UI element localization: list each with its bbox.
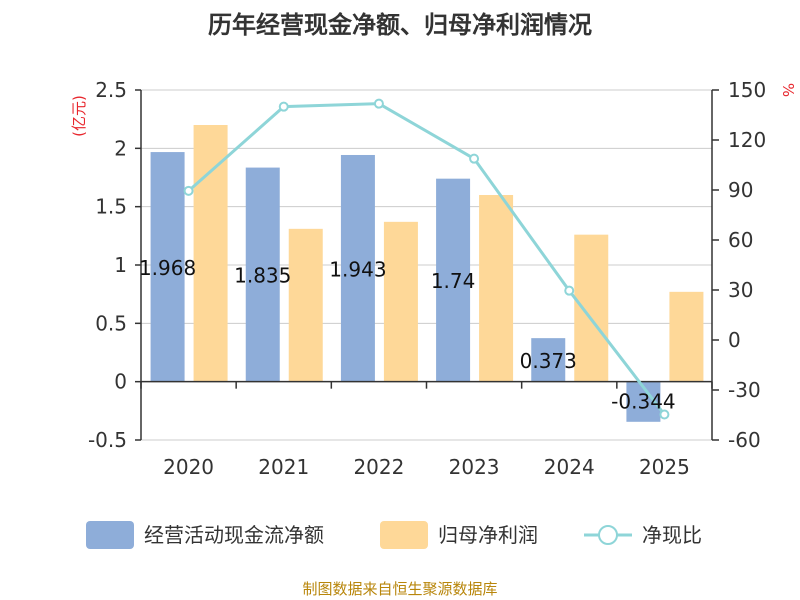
legend-label-profit[interactable]: 归母净利润 (438, 523, 538, 547)
profit-bar (479, 195, 514, 382)
source-note: 制图数据来自恒生聚源数据库 (302, 580, 497, 598)
ratio-line (183, 98, 670, 420)
bars (150, 125, 704, 422)
cash-bar (531, 338, 566, 382)
ratio-point (564, 285, 575, 296)
right-tick-label: 60 (728, 228, 753, 252)
left-tick-label: 2.5 (95, 78, 127, 102)
cash-bar (150, 152, 185, 382)
cash-data-label: 1.74 (431, 269, 476, 293)
ratio-point (278, 101, 289, 112)
left-axis-unit: (亿元) (70, 95, 88, 137)
legend[interactable]: 经营活动现金流净额 归母净利润 净现比 (86, 521, 702, 549)
right-tick-label: -30 (728, 378, 761, 402)
cash-data-label: 1.835 (234, 264, 291, 288)
x-tick-label: 2023 (449, 455, 500, 479)
axes (135, 89, 719, 441)
cash-bar (436, 178, 471, 382)
chart-title: 历年经营现金净额、归母净利润情况 (208, 11, 592, 39)
tick-labels: -0.5 0 0.5 1 1.5 2 2.5 -60 -30 0 30 60 90 120 150 2020 2… (88, 78, 766, 479)
data-labels: 1.968 1.835 1.943 1.74 0.373 -0.344 (139, 256, 676, 414)
profit-bar (383, 221, 418, 382)
left-tick-label: 0 (114, 370, 127, 394)
profit-bar (288, 228, 323, 382)
cash-bar (245, 167, 280, 382)
profit-bar (669, 291, 704, 382)
legend-swatch-profit[interactable] (380, 521, 428, 549)
right-tick-label: 150 (728, 78, 766, 102)
ratio-point (469, 153, 480, 164)
x-tick-label: 2021 (258, 455, 309, 479)
right-tick-label: 30 (728, 278, 753, 302)
cash-bar (340, 154, 375, 382)
legend-swatch-ratio-marker[interactable] (598, 525, 618, 545)
profit-bar (193, 125, 228, 382)
cash-data-label: 1.968 (139, 256, 196, 280)
profit-bar (574, 234, 609, 382)
legend-label-ratio[interactable]: 净现比 (642, 523, 702, 547)
x-tick-label: 2022 (353, 455, 404, 479)
left-tick-label: 0.5 (95, 311, 127, 335)
left-tick-label: 1 (114, 253, 127, 277)
left-tick-label: 2 (114, 136, 127, 160)
ratio-point (373, 98, 384, 109)
ratio-point (659, 409, 670, 420)
x-tick-label: 2020 (163, 455, 214, 479)
x-tick-label: 2024 (544, 455, 595, 479)
cash-data-label: 1.943 (329, 257, 386, 281)
left-tick-label: 1.5 (95, 195, 127, 219)
cash-data-label: -0.344 (611, 390, 675, 414)
right-tick-label: 120 (728, 128, 766, 152)
right-tick-label: 90 (728, 178, 753, 202)
right-axis-unit: % (779, 83, 797, 97)
x-tick-label: 2025 (639, 455, 690, 479)
right-tick-label: -60 (728, 428, 761, 452)
cash-data-label: 0.373 (520, 349, 577, 373)
ratio-point (183, 185, 194, 196)
left-tick-label: -0.5 (88, 428, 127, 452)
right-tick-label: 0 (728, 328, 741, 352)
legend-swatch-cash[interactable] (86, 521, 134, 549)
ratio-polyline (187, 102, 666, 416)
legend-label-cash[interactable]: 经营活动现金流净额 (144, 523, 324, 547)
